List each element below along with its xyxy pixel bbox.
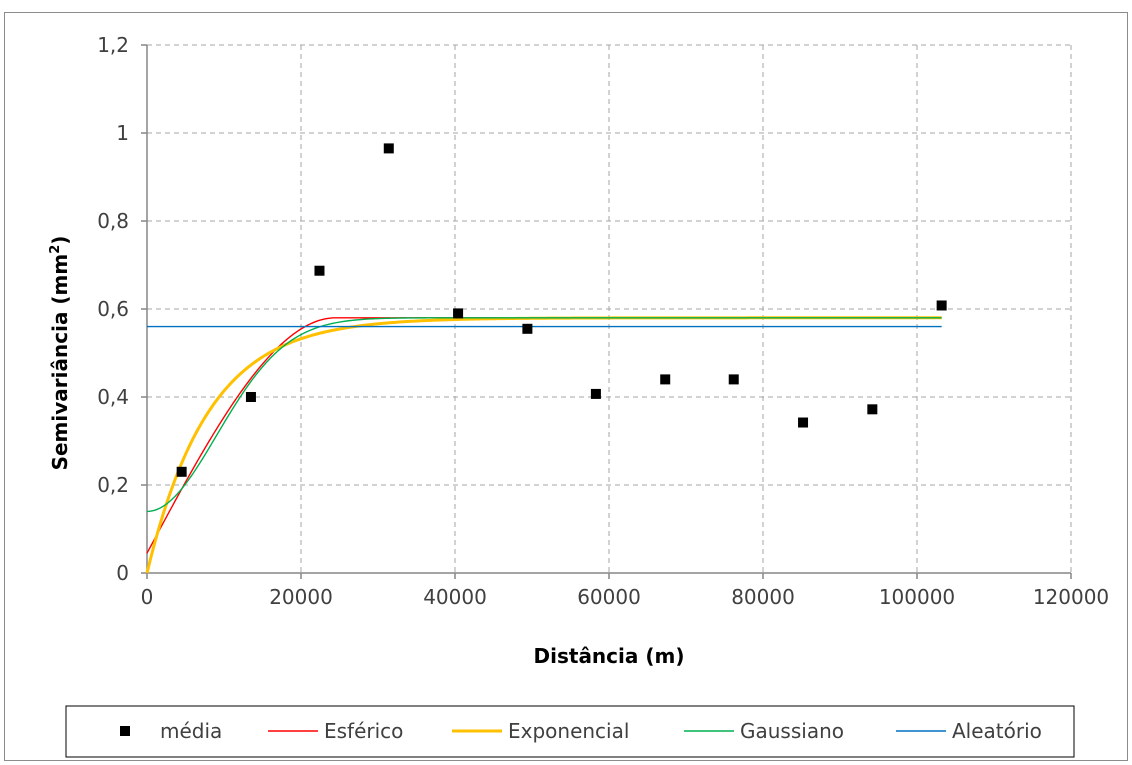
y-tick-label: 0,2: [97, 473, 129, 497]
data-point: [798, 417, 809, 428]
x-tick-label: 0: [141, 585, 154, 609]
data-point: [867, 404, 878, 415]
legend-label: Gaussiano: [740, 719, 844, 743]
x-tick-label: 20000: [269, 585, 333, 609]
data-point: [176, 466, 187, 477]
data-point: [936, 300, 947, 311]
x-tick-labels: 0 20000 40000 60000 80000 100000 120000: [141, 585, 1110, 609]
x-tick-label: 80000: [731, 585, 795, 609]
y-tick-label: 0,6: [97, 297, 129, 321]
legend-label: Exponencial: [508, 719, 629, 743]
y-axis-title-main: Semivariância (mm: [48, 254, 72, 471]
data-point: [728, 374, 739, 385]
data-point: [453, 308, 464, 319]
y-tick-label: 0: [116, 561, 129, 585]
y-tick-labels: 0 0,2 0,4 0,6 0,8 1 1,2: [97, 33, 129, 585]
y-tick-label: 1,2: [97, 33, 129, 57]
x-axis-title: Distância (m): [534, 644, 685, 668]
y-axis-title: Semivariância (mm2): [48, 236, 72, 471]
grid-lines: [147, 44, 1072, 573]
series-line-gaussian: [146, 317, 942, 513]
data-point: [245, 392, 256, 402]
legend-label: média: [160, 719, 222, 743]
data-point: [383, 143, 394, 154]
legend: média Esférico Exponencial Gaussiano Aleatór…: [65, 705, 1075, 758]
x-tick-label: 60000: [577, 585, 641, 609]
legend-label: Esférico: [324, 719, 403, 743]
y-axis-title-end: ): [48, 236, 72, 245]
y-tick-label: 0,8: [97, 209, 129, 233]
series-line-exponential: [145, 316, 942, 574]
data-points: [176, 143, 947, 477]
y-tick-label: 1: [116, 121, 129, 145]
model-lines: [145, 316, 942, 574]
legend-swatch-marker: [120, 726, 130, 736]
data-point: [590, 388, 601, 399]
data-point: [522, 323, 533, 334]
y-tick-label: 0,4: [97, 385, 129, 409]
y-axis-title-superscript: 2: [48, 245, 63, 254]
data-point: [660, 374, 671, 385]
x-tick-label: 120000: [1033, 585, 1109, 609]
x-tick-label: 100000: [879, 585, 955, 609]
legend-label: Aleatório: [952, 719, 1042, 743]
data-point: [314, 265, 325, 276]
chart-frame: [4, 12, 1128, 761]
axes: [141, 44, 1072, 579]
x-tick-label: 40000: [423, 585, 487, 609]
